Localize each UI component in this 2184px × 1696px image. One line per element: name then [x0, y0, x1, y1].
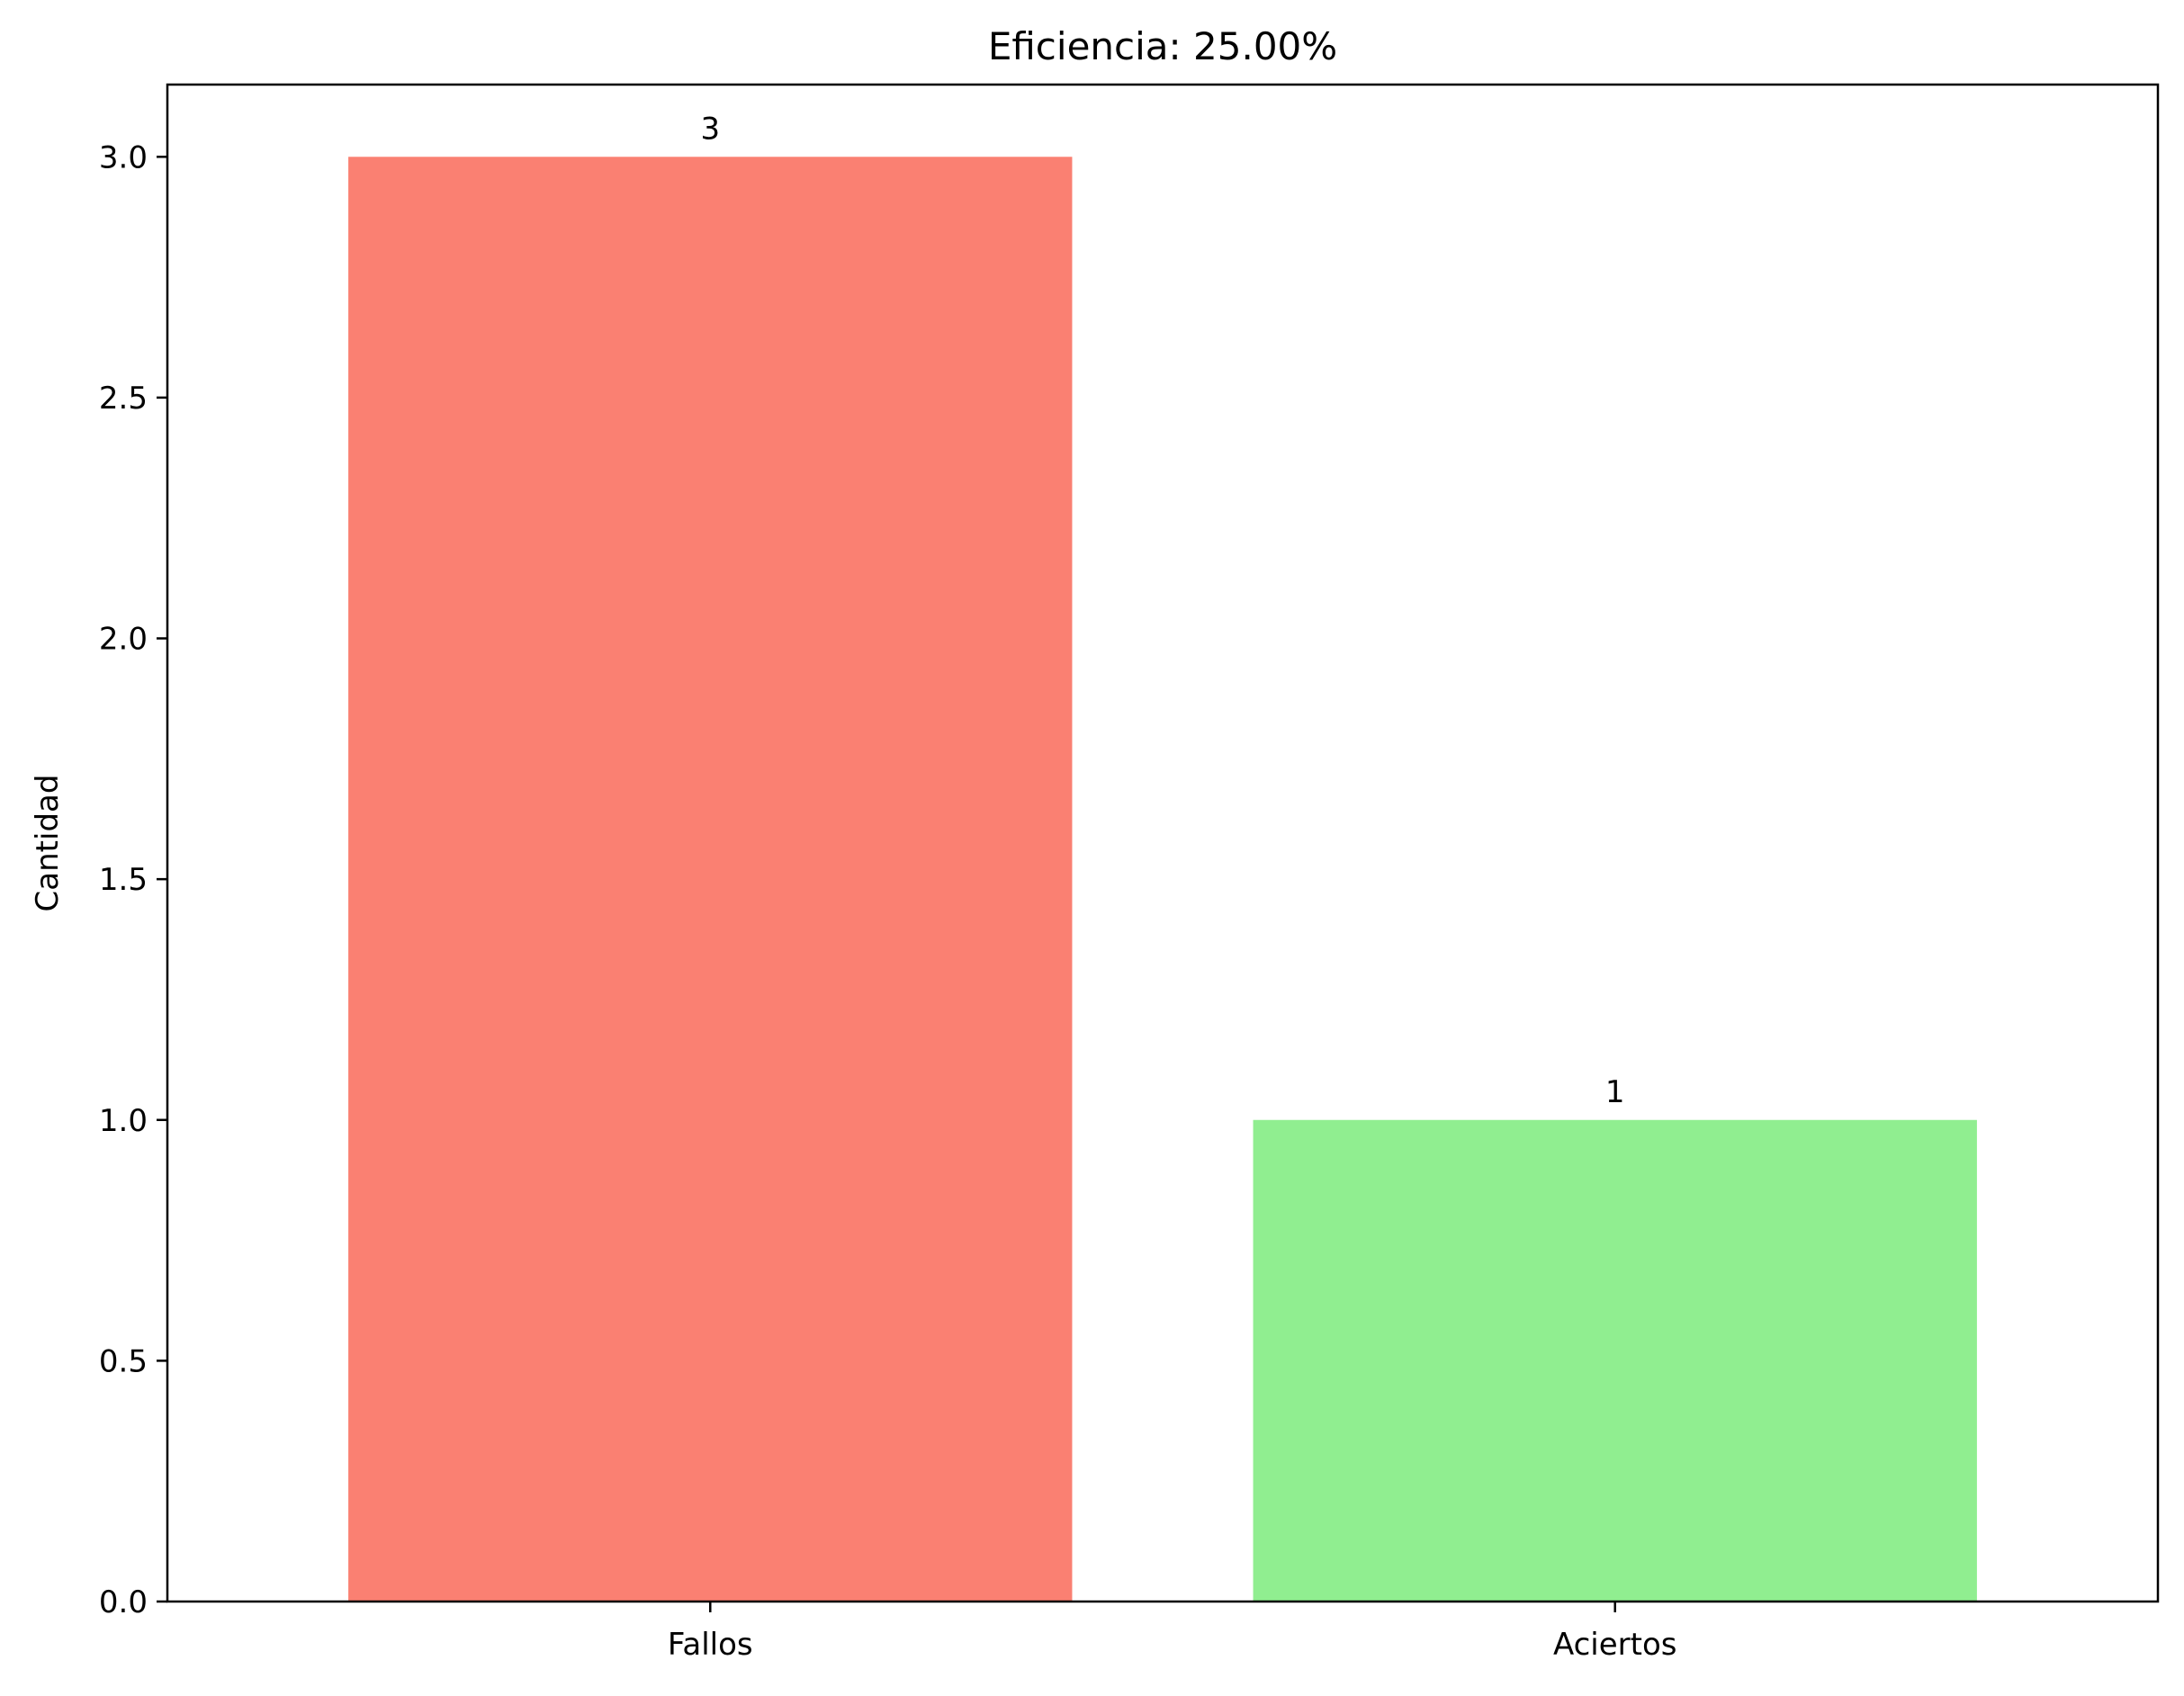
chart-title: Eficiencia: 25.00%: [988, 24, 1337, 68]
x-tick-label: Fallos: [668, 1627, 753, 1663]
y-axis-label: Cantidad: [30, 775, 66, 912]
bars-layer: [348, 157, 1977, 1602]
y-tick-label: 0.0: [99, 1584, 148, 1620]
y-tick-label: 2.0: [99, 622, 148, 658]
x-tick-label: Aciertos: [1553, 1627, 1677, 1663]
bar-aciertos: [1253, 1119, 1977, 1602]
y-tick-label: 1.0: [99, 1103, 148, 1139]
y-axis-ticks: 0.0 0.5 1.0 1.5 2.0 2.5 3.0: [99, 139, 167, 1620]
data-labels: 31: [700, 111, 1624, 1109]
data-label-aciertos: 1: [1605, 1074, 1625, 1110]
bar-fallos: [348, 157, 1073, 1602]
y-tick-label: 3.0: [99, 139, 148, 175]
y-tick-label: 1.5: [99, 862, 148, 898]
y-tick-label: 0.5: [99, 1343, 148, 1379]
y-tick-label: 2.5: [99, 381, 148, 417]
x-axis-ticks: Fallos Aciertos: [668, 1602, 1677, 1663]
plot-frame: [166, 83, 2160, 1603]
data-label-fallos: 3: [700, 111, 720, 147]
